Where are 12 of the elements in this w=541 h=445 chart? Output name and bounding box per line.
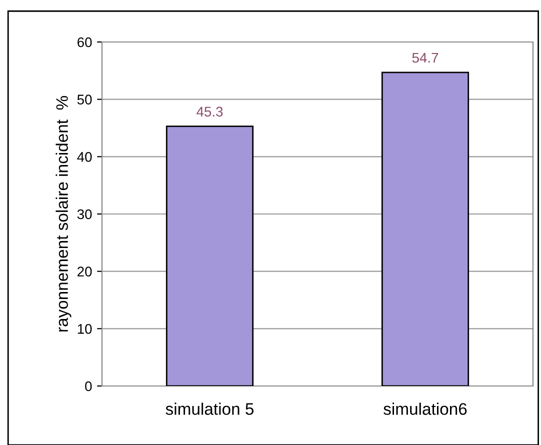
- y-tick-label: 30: [77, 209, 92, 220]
- y-tick-label: 60: [78, 37, 92, 48]
- y-tick-label: 50: [77, 94, 92, 105]
- y-tick-label: 20: [78, 266, 92, 277]
- y-tick-label: 0: [85, 381, 92, 392]
- data-label: 54.7: [412, 53, 438, 63]
- x-tick-label: simulation 5: [166, 402, 254, 415]
- data-label: 45.3: [196, 106, 223, 117]
- y-tick-label: 10: [78, 324, 92, 334]
- y-tick-label: 40: [77, 152, 92, 162]
- y-axis-title: rayonnement solaire incident %: [56, 96, 72, 332]
- x-tick-label: simulation6: [384, 402, 467, 415]
